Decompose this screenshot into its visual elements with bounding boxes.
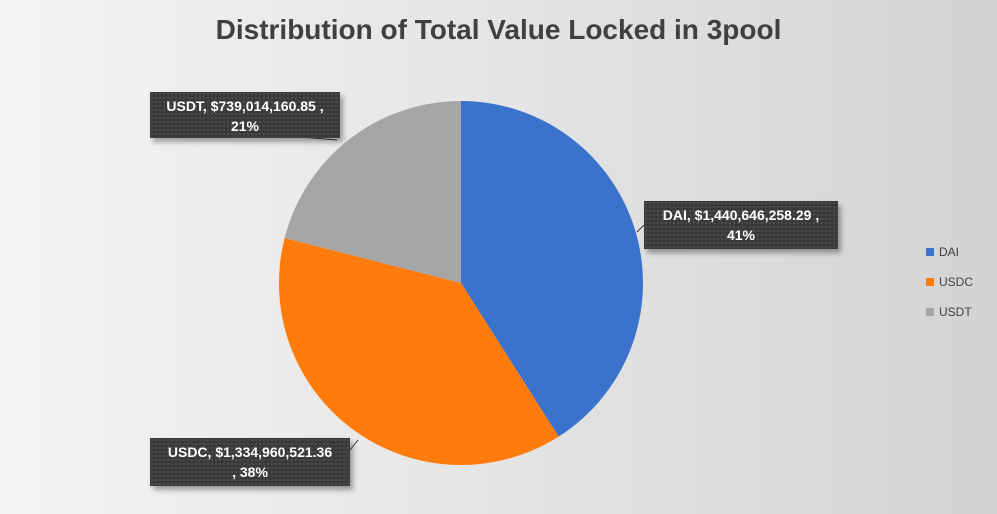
pie-slice-usdc: [278, 238, 559, 466]
legend-swatch-usdc: [926, 278, 934, 286]
chart-title: Distribution of Total Value Locked in 3p…: [215, 14, 782, 45]
data-label-usdt-line2: 21%: [230, 118, 260, 134]
legend-swatch-dai: [926, 248, 934, 256]
data-label-usdt: USDT, $739,014,160.85 , 21%: [150, 92, 340, 138]
legend-item-usdt: USDT: [926, 304, 973, 320]
data-label-usdc-line2: , 38%: [232, 464, 268, 480]
legend: DAI USDC USDT: [926, 244, 973, 334]
leader-line-dai: [636, 224, 645, 233]
data-label-dai-line1: DAI, $1,440,646,258.29 ,: [662, 207, 820, 223]
legend-label-usdc: USDC: [939, 275, 974, 289]
data-label-usdc: USDC, $1,334,960,521.36 , 38%: [150, 438, 350, 486]
data-label-usdc-line1: USDC, $1,334,960,521.36: [167, 444, 333, 460]
pie-slice-usdt: [284, 100, 461, 283]
data-label-dai-line2: 41%: [726, 227, 756, 243]
pie-slice-dai: [461, 101, 644, 437]
data-label-dai: DAI, $1,440,646,258.29 , 41%: [644, 201, 838, 249]
legend-item-dai: DAI: [926, 244, 973, 260]
legend-swatch-usdt: [926, 308, 934, 316]
legend-item-usdc: USDC: [926, 274, 973, 290]
leader-line-usdc: [349, 439, 359, 451]
data-label-usdt-line1: USDT, $739,014,160.85 ,: [166, 98, 324, 114]
legend-label-dai: DAI: [939, 245, 960, 259]
pie-slices: [278, 100, 644, 466]
legend-label-usdt: USDT: [939, 305, 972, 319]
